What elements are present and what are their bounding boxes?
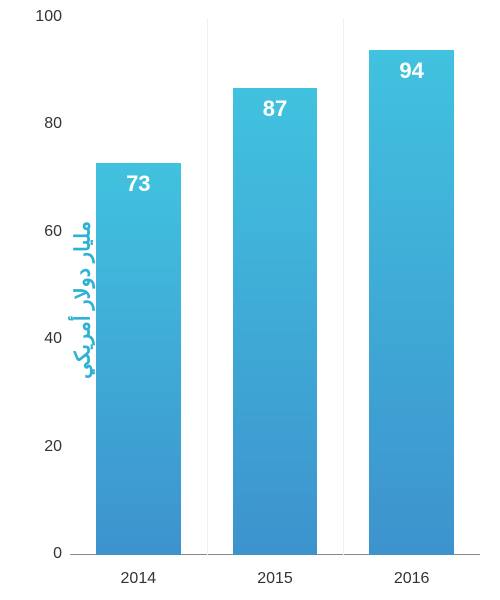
x-tick-label: 2016 xyxy=(394,570,430,588)
x-tick-label: 2015 xyxy=(257,570,293,588)
bar-value-label: 73 xyxy=(96,171,181,197)
bar: 73 xyxy=(96,163,181,555)
y-tick-label: 100 xyxy=(35,8,70,26)
bar: 87 xyxy=(233,88,318,555)
bar: 94 xyxy=(369,50,454,555)
plot-area: 020406080100738794 xyxy=(70,18,480,555)
bar-value-label: 87 xyxy=(233,96,318,122)
x-tick-label: 2014 xyxy=(121,570,157,588)
bar-chart: مليار دولار أمريكي 020406080100738794 20… xyxy=(0,0,500,600)
y-tick-label: 60 xyxy=(44,223,70,241)
bars-layer: 73 87 94 xyxy=(70,18,480,555)
bar-value-label: 94 xyxy=(369,58,454,84)
y-tick-label: 20 xyxy=(44,438,70,456)
y-tick-label: 40 xyxy=(44,330,70,348)
x-axis-labels: 2014 2015 2016 xyxy=(70,560,480,588)
y-tick-label: 80 xyxy=(44,115,70,133)
y-tick-label: 0 xyxy=(53,545,70,563)
